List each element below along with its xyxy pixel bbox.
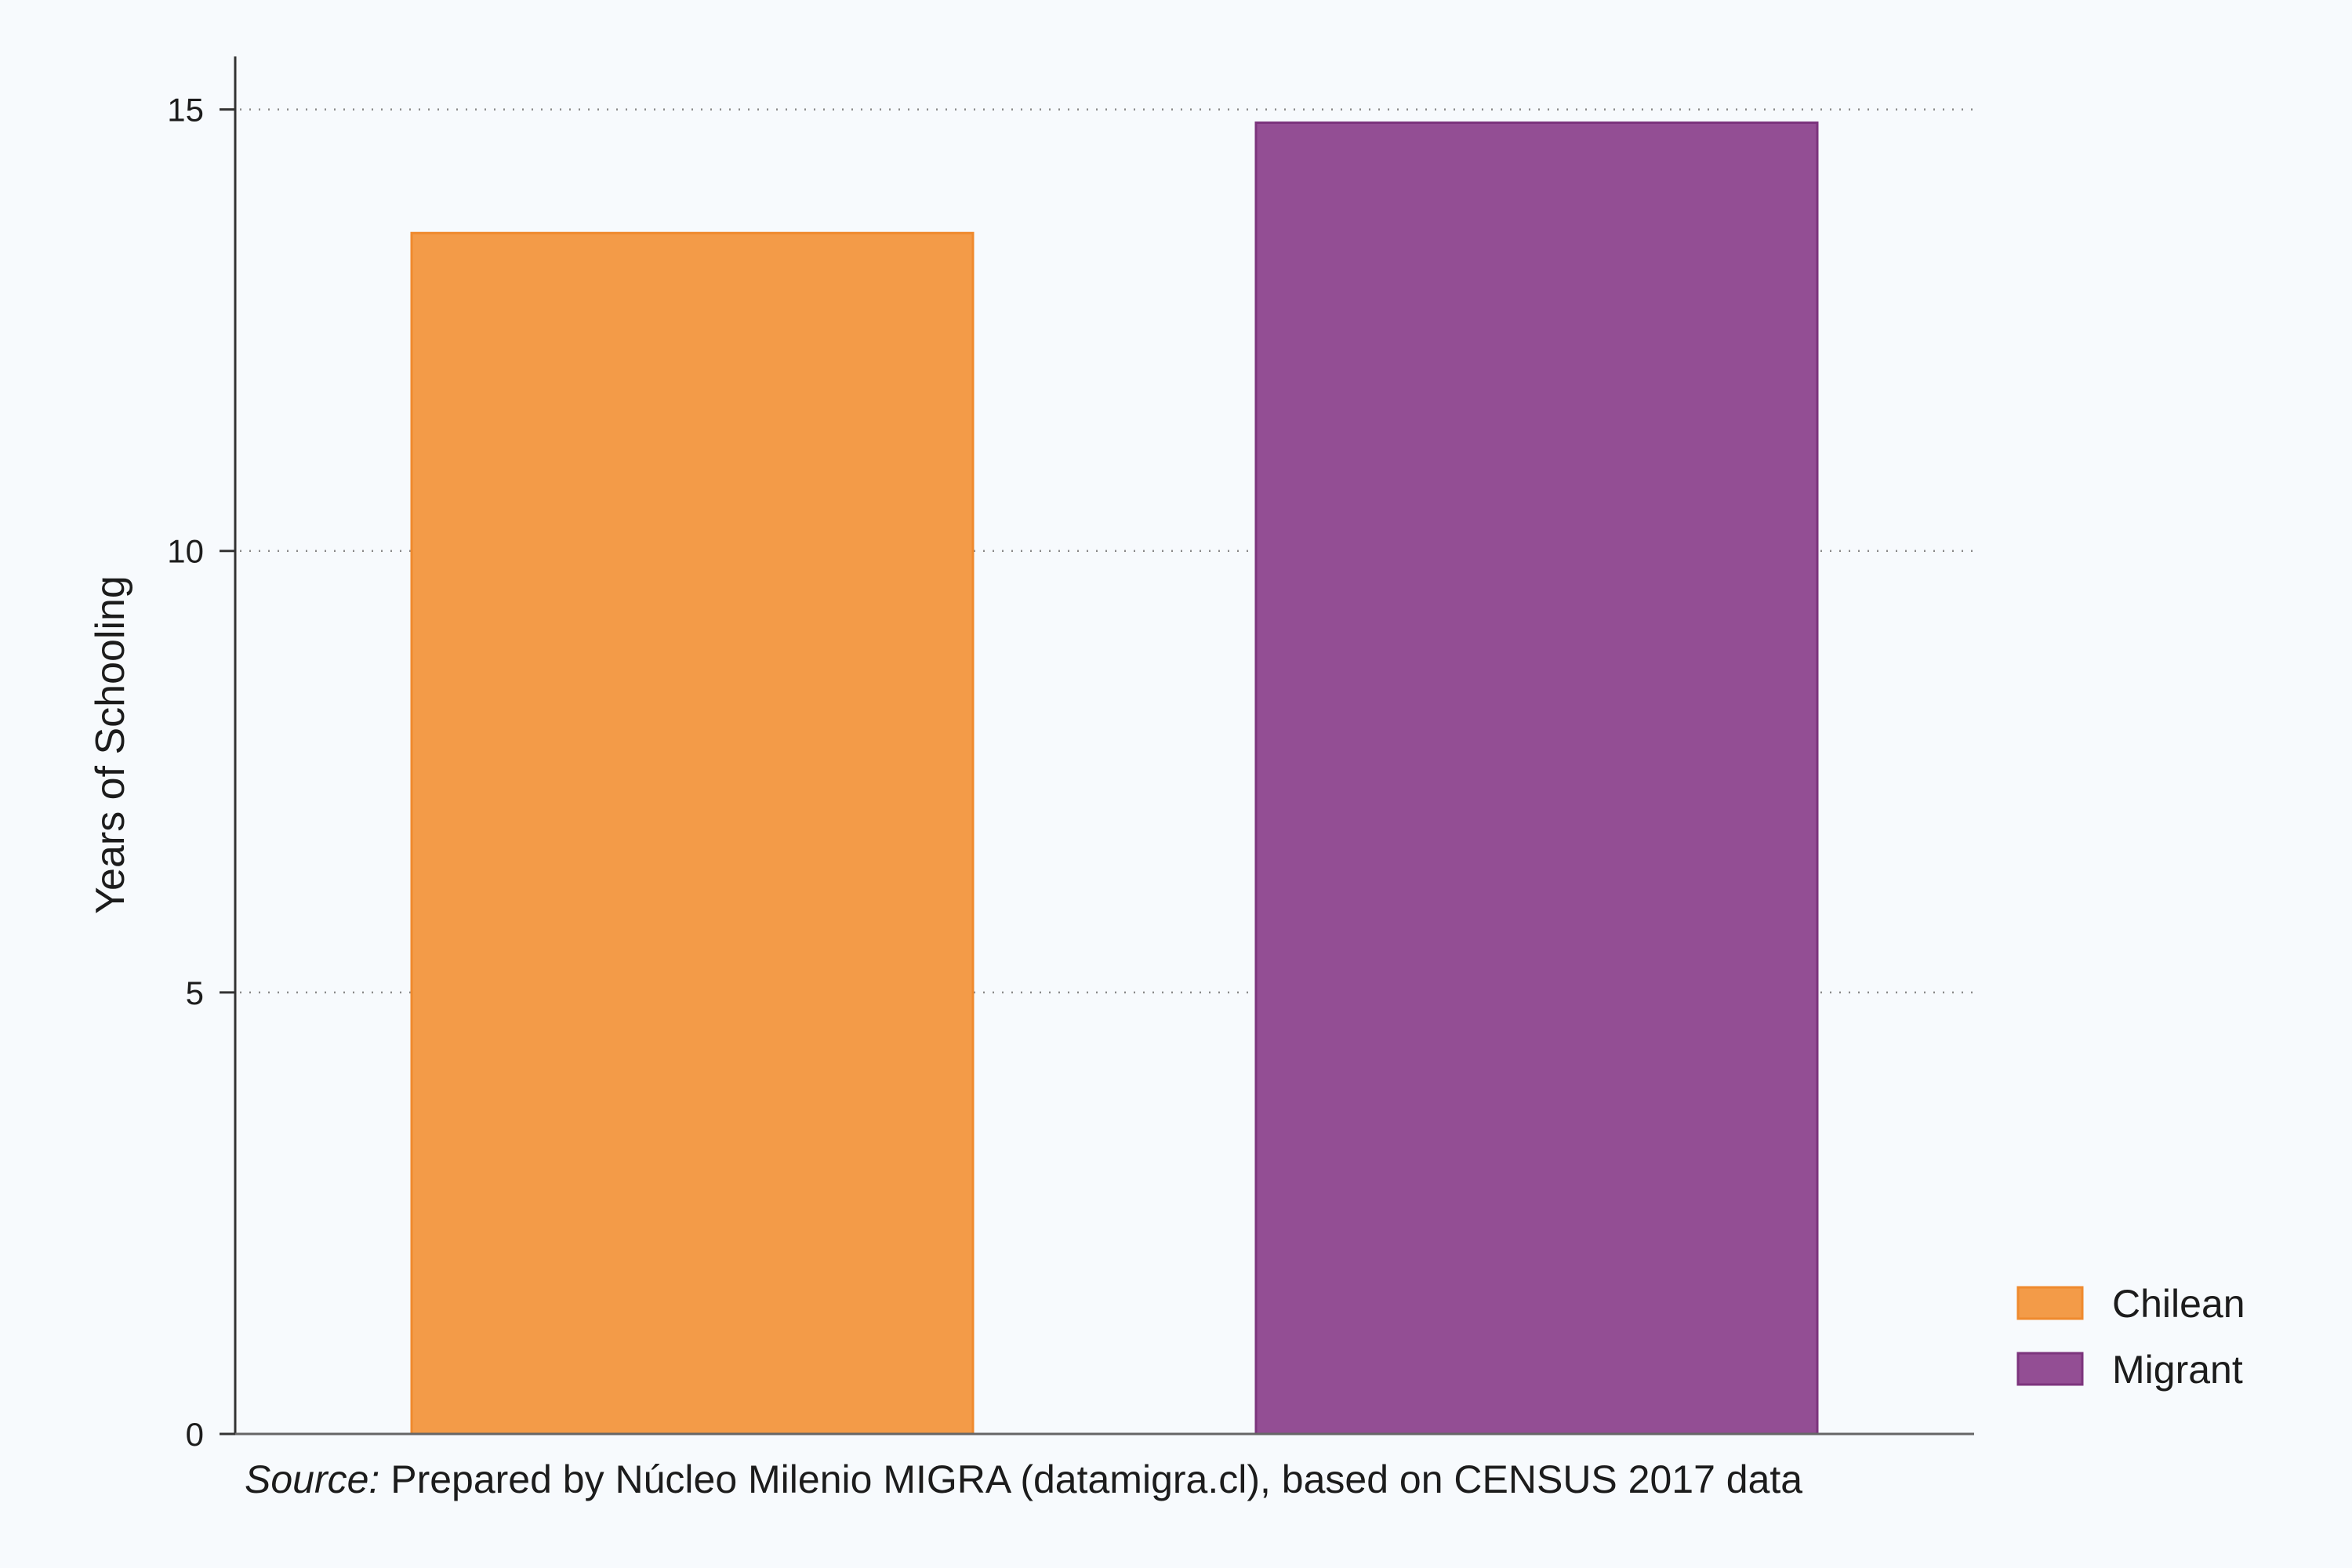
bars: [410, 121, 1819, 1436]
legend-label-migrant: Migrant: [2112, 1348, 2243, 1392]
source-note: Source: Prepared by Núcleo Milenio MIGRA…: [245, 1457, 1802, 1501]
y-tick-label: 0: [186, 1416, 204, 1453]
y-tick-label: 10: [167, 533, 204, 570]
y-tick-label: 5: [186, 975, 204, 1011]
axes: [234, 56, 1974, 1436]
y-ticks: 0 5 10 15: [167, 92, 235, 1453]
y-axis-title: Years of Schooling: [88, 575, 133, 914]
bar-chilean: [410, 231, 975, 1436]
legend-label-chilean: Chilean: [2112, 1282, 2245, 1326]
source-prefix: Source:: [245, 1457, 379, 1501]
legend-swatch-migrant: [2016, 1352, 2084, 1386]
bar-migrant: [1254, 121, 1819, 1436]
legend-swatch-chilean: [2016, 1286, 2084, 1320]
gridlines: [240, 108, 1974, 994]
source-text: Prepared by Núcleo Milenio MIGRA (datami…: [379, 1457, 1802, 1501]
y-tick-label: 15: [167, 92, 204, 129]
legend: Chilean Migrant: [2016, 1282, 2245, 1392]
